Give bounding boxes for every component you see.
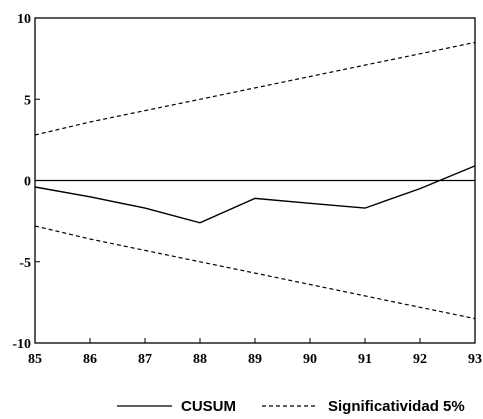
y-tick-label: 10 [17, 12, 31, 27]
legend: CUSUM Significatividad 5% [117, 398, 465, 415]
x-tick-label: 90 [303, 352, 317, 367]
x-tick-label: 85 [28, 352, 42, 367]
series-line-significance-lower [34, 225, 476, 320]
y-tick-label: 0 [24, 175, 31, 190]
y-tick-label: -5 [19, 256, 31, 271]
x-tick-label: 91 [358, 352, 372, 367]
y-tick-label: -10 [12, 337, 31, 352]
x-tick-label: 88 [193, 352, 207, 367]
x-tick-label: 87 [138, 352, 152, 367]
x-tick-label: 86 [83, 352, 97, 367]
series-line-significance-upper [34, 41, 476, 136]
legend-label-significance: Significatividad 5% [328, 398, 465, 415]
series-line-cusum [34, 165, 476, 224]
y-tick-label: 5 [24, 93, 31, 108]
x-tick-label: 93 [468, 352, 482, 367]
x-tick-label: 92 [413, 352, 427, 367]
x-tick-label: 89 [248, 352, 262, 367]
legend-label-cusum: CUSUM [181, 398, 236, 415]
